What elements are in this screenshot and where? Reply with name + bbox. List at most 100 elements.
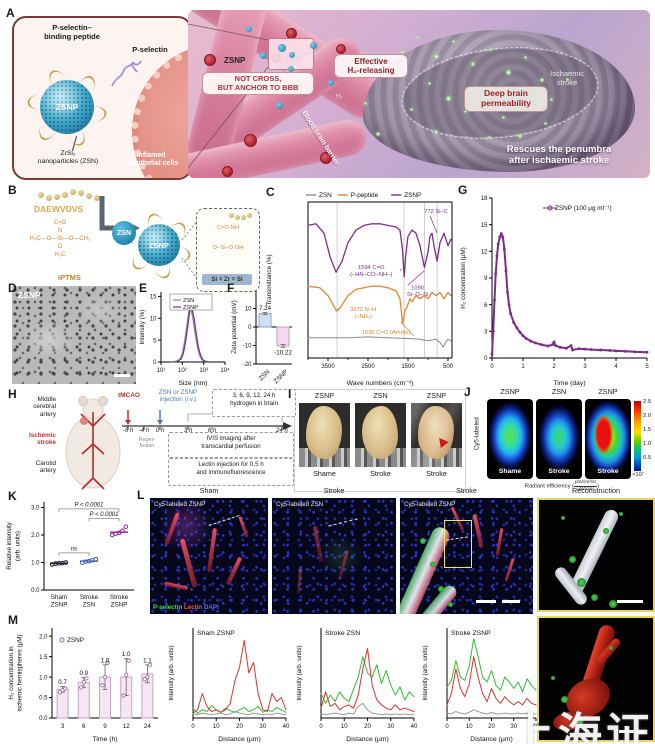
svg-text:10⁴: 10⁴	[220, 367, 230, 374]
svg-text:0.0: 0.0	[39, 716, 48, 722]
h2-bubble-icon	[550, 98, 553, 101]
zsn-badge-label: ZSN	[117, 229, 131, 237]
chemistry-inset-box: C=O NH O–Si–O OH Si = Zr = Si	[196, 208, 260, 292]
panel-label-h: H	[8, 387, 17, 401]
injection-label: ZSN or ZSNP injection (i.v.)	[158, 389, 198, 404]
si-zr-si-label: Si = Zr = Si	[211, 276, 243, 283]
h2-bubble-icon	[489, 48, 492, 51]
h2-bubble-icon	[502, 116, 505, 119]
h2-bubble-icon	[471, 62, 475, 66]
svg-text:10: 10	[245, 307, 252, 313]
red-blood-cell-icon	[336, 44, 346, 54]
brain-photo	[299, 403, 350, 467]
mouse-illustration	[65, 396, 121, 490]
svg-text:2.0: 2.0	[39, 634, 48, 640]
svg-text:3500: 3500	[321, 364, 335, 370]
svg-text:Transmittance (%): Transmittance (%)	[266, 254, 273, 305]
hydrogen-timepoints-box: 3, 6, 9, 12, 24 h hydrogen in brain	[212, 389, 296, 417]
svg-text:40: 40	[283, 724, 290, 730]
svg-text:30: 30	[387, 724, 394, 730]
peptide-bead-icon	[247, 213, 252, 219]
peptide-arm-icon	[153, 261, 174, 282]
svg-text:10³: 10³	[199, 368, 208, 374]
svg-text:3: 3	[61, 723, 65, 730]
svg-text:15: 15	[150, 295, 157, 301]
peptide-bead-icon	[70, 189, 76, 196]
inflamed-cells-label: Inflamed endothelial cells	[123, 152, 179, 168]
peptide-arm-icon	[91, 105, 108, 123]
zsnp-vessel-label: ZSNP	[224, 56, 246, 65]
p-selectin-legend: P-selectin	[153, 604, 183, 611]
red-blood-cell-icon	[222, 166, 233, 177]
peptide-bead-icon	[229, 213, 234, 218]
colorbar-tick: 2.5	[643, 399, 652, 405]
p-selectin-dot	[438, 586, 444, 592]
svg-text:Intensity (arb. units): Intensity (arb. units)	[168, 645, 175, 700]
peptide-arm-icon	[78, 72, 99, 93]
svg-text:Distance (μm): Distance (μm)	[470, 736, 512, 743]
svg-text:0: 0	[248, 325, 252, 331]
svg-text:0.9: 0.9	[79, 670, 88, 677]
svg-text:1500: 1500	[401, 364, 415, 370]
colorbar	[634, 401, 641, 471]
l-col-header: Stroke	[456, 486, 477, 495]
svg-text:0.7: 0.7	[58, 679, 67, 686]
ivis-image: Shame	[487, 399, 533, 479]
zeta-potential-chart: -20-1001020Zeta potential (mV)7.24ZSN-10…	[231, 288, 292, 385]
ivis-header: ZSNP	[598, 387, 618, 396]
svg-text:12: 12	[481, 250, 488, 256]
caption-text: Radiant efficiency	[524, 483, 571, 490]
ivis-box: IVIS imaging after transcardial perfusio…	[168, 432, 294, 458]
brain-photos-box: ZSNP ZSN ZSNP Shame Stroke Stroke	[294, 389, 466, 492]
svg-text:1.0: 1.0	[39, 675, 48, 681]
svg-text:5: 5	[153, 338, 157, 344]
svg-text:H₂ concentration (μM): H₂ concentration (μM)	[460, 247, 467, 308]
h2-bubble-icon	[410, 108, 413, 111]
timeline-tick: -5 h	[122, 428, 134, 434]
svg-text:18: 18	[481, 196, 488, 202]
profile-chart-stroke-zsnp: 0 10 20 30 40 Distance (μm) Intensity (arb. un…	[422, 628, 540, 743]
ivis-condition: Stroke	[548, 467, 570, 475]
timeline-tick: 6 h	[207, 428, 217, 434]
svg-text:(–NH₂): (–NH₂)	[354, 314, 372, 320]
svg-text:20: 20	[364, 724, 371, 730]
peptide-bead-icon	[38, 192, 44, 198]
svg-text:Sham: Sham	[51, 594, 67, 601]
svg-text:10¹: 10¹	[157, 368, 166, 374]
h2-bubble-icon	[416, 36, 419, 39]
peptide-bead-icon	[54, 194, 60, 201]
ivis-header: ZSN	[551, 387, 567, 396]
svg-text:Relative intensity: Relative intensity	[6, 521, 13, 569]
svg-text:ZSNP (100 μg ml⁻¹): ZSNP (100 μg ml⁻¹)	[555, 205, 612, 212]
svg-text:Zeta potential (mV): Zeta potential (mV)	[231, 300, 238, 354]
svg-text:2.0: 2.0	[31, 533, 40, 539]
brain-photo	[355, 403, 406, 467]
micrograph-stroke-zsnp: Cy5-labeled ZSNP	[400, 498, 533, 614]
svg-text:1.1: 1.1	[143, 657, 152, 664]
panel-label-g: G	[458, 183, 468, 197]
svg-text:Size (nm): Size (nm)	[178, 380, 207, 387]
radiance-blob	[586, 401, 630, 477]
zsnp-particle-icon	[276, 102, 283, 109]
h2-tag: H₂	[336, 94, 343, 100]
binding-peptide-label: P-selectin– binding peptide	[44, 23, 100, 41]
p-selectin-cluster	[577, 578, 586, 587]
lectin-box: Lectin injection for 0.5 h and immunoflu…	[168, 458, 294, 486]
red-blood-cell-icon	[244, 134, 257, 147]
svg-text:Stroke: Stroke	[80, 594, 99, 601]
brain-specimen	[362, 406, 398, 459]
peptide-bead-icon	[235, 214, 240, 220]
panelA-schematic: P-selectin– binding peptide P-selectin Z…	[12, 16, 192, 180]
peptide-bead-icon	[94, 194, 100, 201]
svg-text:0: 0	[191, 724, 195, 730]
h2-bubble-icon	[364, 102, 367, 105]
svg-text:ZSNP: ZSNP	[183, 305, 198, 311]
peptide-bead-icon	[62, 191, 68, 198]
svg-text:0: 0	[319, 724, 323, 730]
svg-text:0: 0	[484, 356, 488, 362]
p-selectin-cluster	[569, 556, 576, 563]
svg-text:5: 5	[645, 364, 649, 370]
svg-text:ZSN: ZSN	[319, 192, 332, 199]
